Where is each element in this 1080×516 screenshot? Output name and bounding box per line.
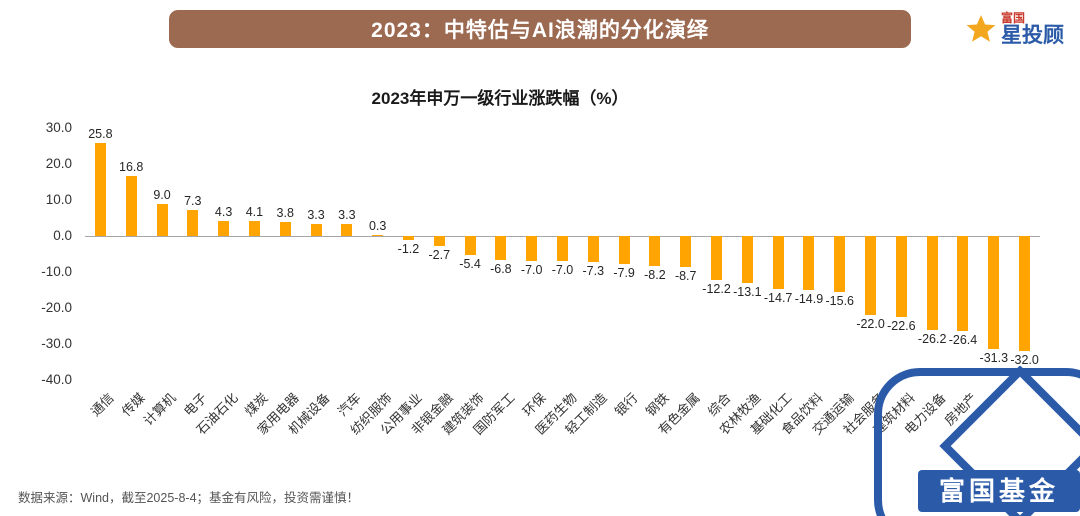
bar bbox=[218, 220, 230, 236]
bar bbox=[618, 236, 630, 265]
bar bbox=[988, 236, 1000, 349]
bar bbox=[957, 236, 969, 332]
bar bbox=[526, 236, 538, 262]
bar-value-label: -13.1 bbox=[733, 285, 762, 300]
bar-value-label: 3.8 bbox=[276, 206, 294, 221]
bar-value-label: -22.6 bbox=[887, 319, 916, 334]
bar-value-label: -26.4 bbox=[948, 333, 978, 348]
bar-value-label: 9.0 bbox=[153, 187, 171, 202]
bar-value-label: -7.9 bbox=[613, 266, 635, 281]
bar-value-label: 4.1 bbox=[245, 205, 264, 220]
watermark-frame bbox=[874, 368, 1080, 516]
y-axis-tick-label: -30.0 bbox=[41, 336, 72, 351]
bar bbox=[310, 224, 322, 236]
y-axis-tick-label: -40.0 bbox=[41, 372, 72, 387]
bar bbox=[248, 221, 260, 236]
bar-value-label: 4.3 bbox=[214, 204, 233, 219]
bar-value-label: -31.3 bbox=[979, 350, 1009, 365]
bar-value-label: -2.7 bbox=[428, 247, 451, 262]
bar bbox=[156, 203, 168, 236]
star-icon bbox=[966, 15, 996, 43]
bar-value-label: 3.3 bbox=[338, 208, 356, 223]
y-axis-tick-label: 0.0 bbox=[53, 228, 72, 243]
fund-watermark-logo: 富国基金 bbox=[870, 366, 1080, 516]
bar bbox=[772, 236, 784, 289]
bar-value-label: -14.9 bbox=[794, 291, 824, 306]
bar-value-label: -7.0 bbox=[520, 263, 543, 278]
y-axis-tick-label: -10.0 bbox=[41, 264, 72, 279]
bar bbox=[803, 236, 815, 290]
bar bbox=[1019, 236, 1031, 352]
bar-value-label: -7.3 bbox=[582, 264, 605, 279]
y-axis-tick-label: 30.0 bbox=[45, 120, 72, 135]
brand-text-main: 星投顾 bbox=[1001, 23, 1064, 47]
bar bbox=[587, 236, 599, 263]
bar-value-label: -5.4 bbox=[459, 257, 481, 272]
bar-value-label: -8.7 bbox=[674, 269, 697, 284]
bar bbox=[834, 236, 846, 293]
bar bbox=[125, 175, 137, 236]
bar-value-label: 16.8 bbox=[119, 159, 144, 174]
bar bbox=[865, 236, 877, 316]
bar-value-label: -26.2 bbox=[917, 332, 947, 347]
bar-value-label: -8.2 bbox=[644, 267, 666, 282]
bar bbox=[433, 236, 445, 246]
chart-title: 2023年申万一级行业涨跌幅（%） bbox=[371, 89, 629, 108]
y-axis-tick-label: 10.0 bbox=[45, 192, 72, 207]
bar-value-label: -12.2 bbox=[702, 281, 731, 296]
bar bbox=[557, 236, 568, 262]
bar bbox=[402, 236, 414, 241]
brand-text-small: 富国 bbox=[1001, 11, 1026, 25]
bar-value-label: -22.0 bbox=[856, 317, 885, 332]
brand-logo: 富国 星投顾 bbox=[965, 12, 1064, 47]
watermark-label: 富国基金 bbox=[939, 476, 1059, 506]
banner-title: 2023：中特估与AI浪潮的分化演绎 bbox=[371, 19, 709, 42]
bar bbox=[649, 236, 661, 266]
bar bbox=[372, 234, 384, 236]
plot-area: 25.8 16.8 9.0 7.3 4.3 4.1 3.8 3.3 3.3 0.3 -1.2 -2.7… bbox=[85, 127, 1040, 380]
bar bbox=[926, 236, 938, 331]
bar bbox=[741, 236, 753, 284]
bar-value-label: -15.6 bbox=[825, 294, 855, 309]
bar bbox=[94, 143, 106, 236]
watermark-label-box bbox=[918, 470, 1080, 512]
bar bbox=[464, 236, 476, 256]
y-axis: 30.0 20.0 10.0 0.0 -10.0 -20.0 -30.0 -40.0 bbox=[0, 120, 78, 387]
bar bbox=[895, 236, 907, 318]
bar-value-label: 0.3 bbox=[368, 218, 387, 233]
bar bbox=[711, 236, 723, 280]
source-note: 数据来源：Wind，截至2025-8-4；基金有风险，投资需谨慎！ bbox=[18, 491, 360, 505]
title-banner: 2023：中特估与AI浪潮的分化演绎 bbox=[169, 10, 911, 48]
bar-value-label: -32.0 bbox=[1010, 353, 1039, 368]
bar-value-label: -1.2 bbox=[397, 242, 420, 257]
bar-value-label: -7.0 bbox=[551, 263, 574, 278]
brand-text: 富国 星投顾 bbox=[1001, 12, 1064, 47]
bar bbox=[341, 224, 353, 236]
bar-value-label: 3.3 bbox=[307, 208, 325, 223]
y-axis-tick-label: -20.0 bbox=[41, 300, 72, 315]
bar-value-label: -14.7 bbox=[763, 290, 793, 305]
bar bbox=[187, 209, 199, 236]
bar bbox=[680, 236, 692, 268]
y-axis-tick-label: 20.0 bbox=[45, 156, 72, 171]
bar-value-label: -6.8 bbox=[490, 262, 512, 277]
bar bbox=[279, 222, 291, 236]
bar-value-label: 25.8 bbox=[88, 127, 113, 142]
bar bbox=[495, 236, 507, 261]
bar-value-label: 7.3 bbox=[184, 193, 202, 208]
